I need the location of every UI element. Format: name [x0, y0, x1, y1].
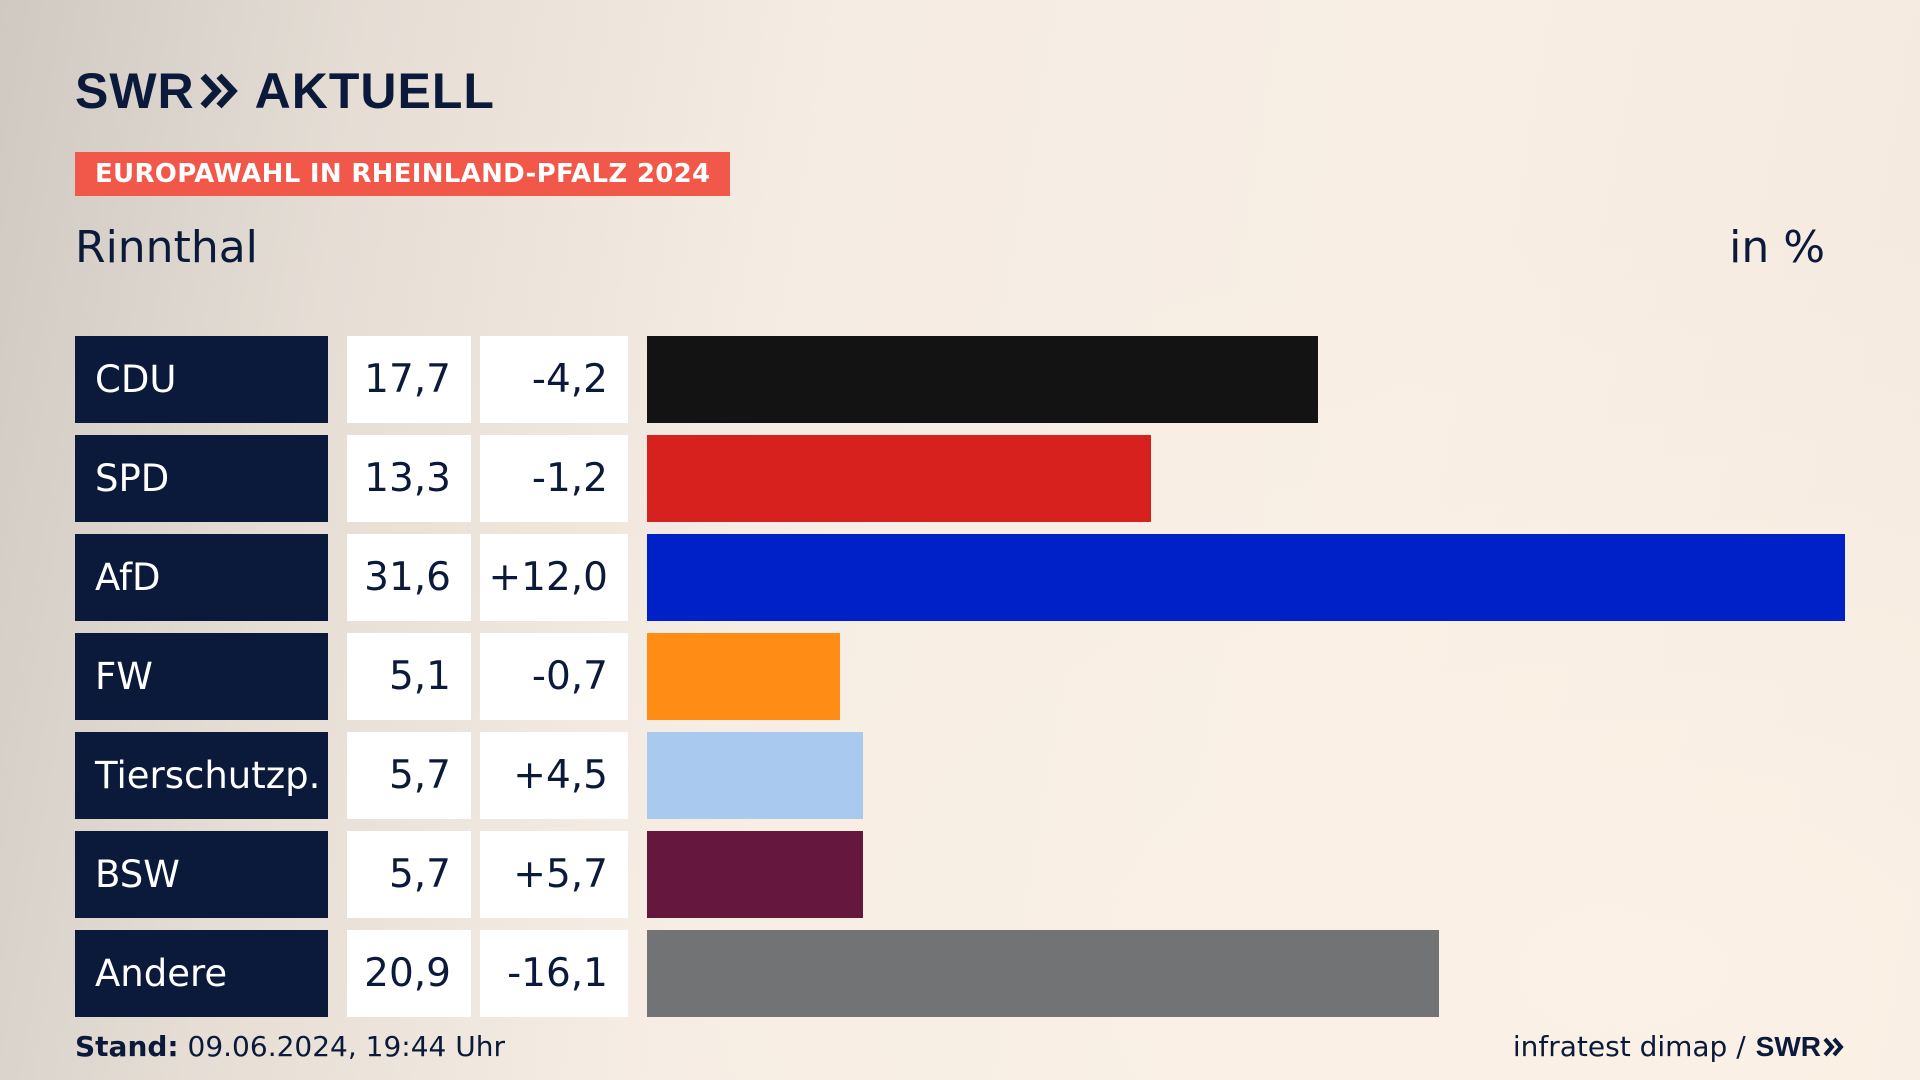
result-row: AfD 31,6 +12,0	[75, 534, 1845, 621]
timestamp: Stand: 09.06.2024, 19:44 Uhr	[75, 1030, 505, 1063]
source-text: infratest dimap /	[1512, 1030, 1746, 1063]
change-label: +12,0	[480, 534, 628, 621]
source-brand-text: SWR	[1755, 1030, 1821, 1062]
brand-aktuell: AKTUELL	[254, 63, 495, 119]
result-row: BSW 5,7 +5,7	[75, 831, 1845, 918]
result-bar	[647, 336, 1318, 423]
source-brand: SWR	[1756, 1031, 1845, 1063]
party-label: Tierschutzp.	[75, 732, 328, 819]
result-row: Andere 20,9 -16,1	[75, 930, 1845, 1017]
election-badge: EUROPAWAHL IN RHEINLAND-PFALZ 2024	[75, 152, 731, 196]
vote-share-label: 5,7	[347, 831, 471, 918]
change-label: +4,5	[480, 732, 628, 819]
party-label: FW	[75, 633, 328, 720]
result-row: FW 5,1 -0,7	[75, 633, 1845, 720]
change-label: -4,2	[480, 336, 628, 423]
region-title: Rinnthal	[75, 222, 258, 273]
stand-label: Stand:	[75, 1030, 179, 1063]
vote-share-label: 5,7	[347, 732, 471, 819]
vote-share-label: 13,3	[347, 435, 471, 522]
party-label: SPD	[75, 435, 328, 522]
result-bar	[647, 435, 1151, 522]
change-label: -1,2	[480, 435, 628, 522]
party-label: AfD	[75, 534, 328, 621]
vote-share-label: 20,9	[347, 930, 471, 1017]
result-bar	[647, 831, 863, 918]
result-row: CDU 17,7 -4,2	[75, 336, 1845, 423]
source-credit: infratest dimap / SWR	[1513, 1030, 1845, 1063]
change-label: +5,7	[480, 831, 628, 918]
vote-share-label: 17,7	[347, 336, 471, 423]
unit-label: in %	[1729, 222, 1825, 273]
change-label: -16,1	[480, 930, 628, 1017]
result-bar	[647, 534, 1845, 621]
vote-share-label: 5,1	[347, 633, 471, 720]
result-bar	[647, 732, 863, 819]
vote-share-label: 31,6	[347, 534, 471, 621]
brand-swr: SWR	[75, 63, 195, 119]
party-label: Andere	[75, 930, 328, 1017]
party-label: BSW	[75, 831, 328, 918]
swr-aktuell-logo: SWR AKTUELL	[75, 66, 495, 116]
change-label: -0,7	[480, 633, 628, 720]
result-bar	[647, 633, 840, 720]
stand-value: 09.06.2024, 19:44 Uhr	[187, 1030, 505, 1063]
party-label: CDU	[75, 336, 328, 423]
double-chevron-icon	[200, 73, 238, 109]
result-row: Tierschutzp. 5,7 +4,5	[75, 732, 1845, 819]
result-row: SPD 13,3 -1,2	[75, 435, 1845, 522]
result-bar	[647, 930, 1439, 1017]
double-chevron-icon	[1823, 1037, 1844, 1056]
